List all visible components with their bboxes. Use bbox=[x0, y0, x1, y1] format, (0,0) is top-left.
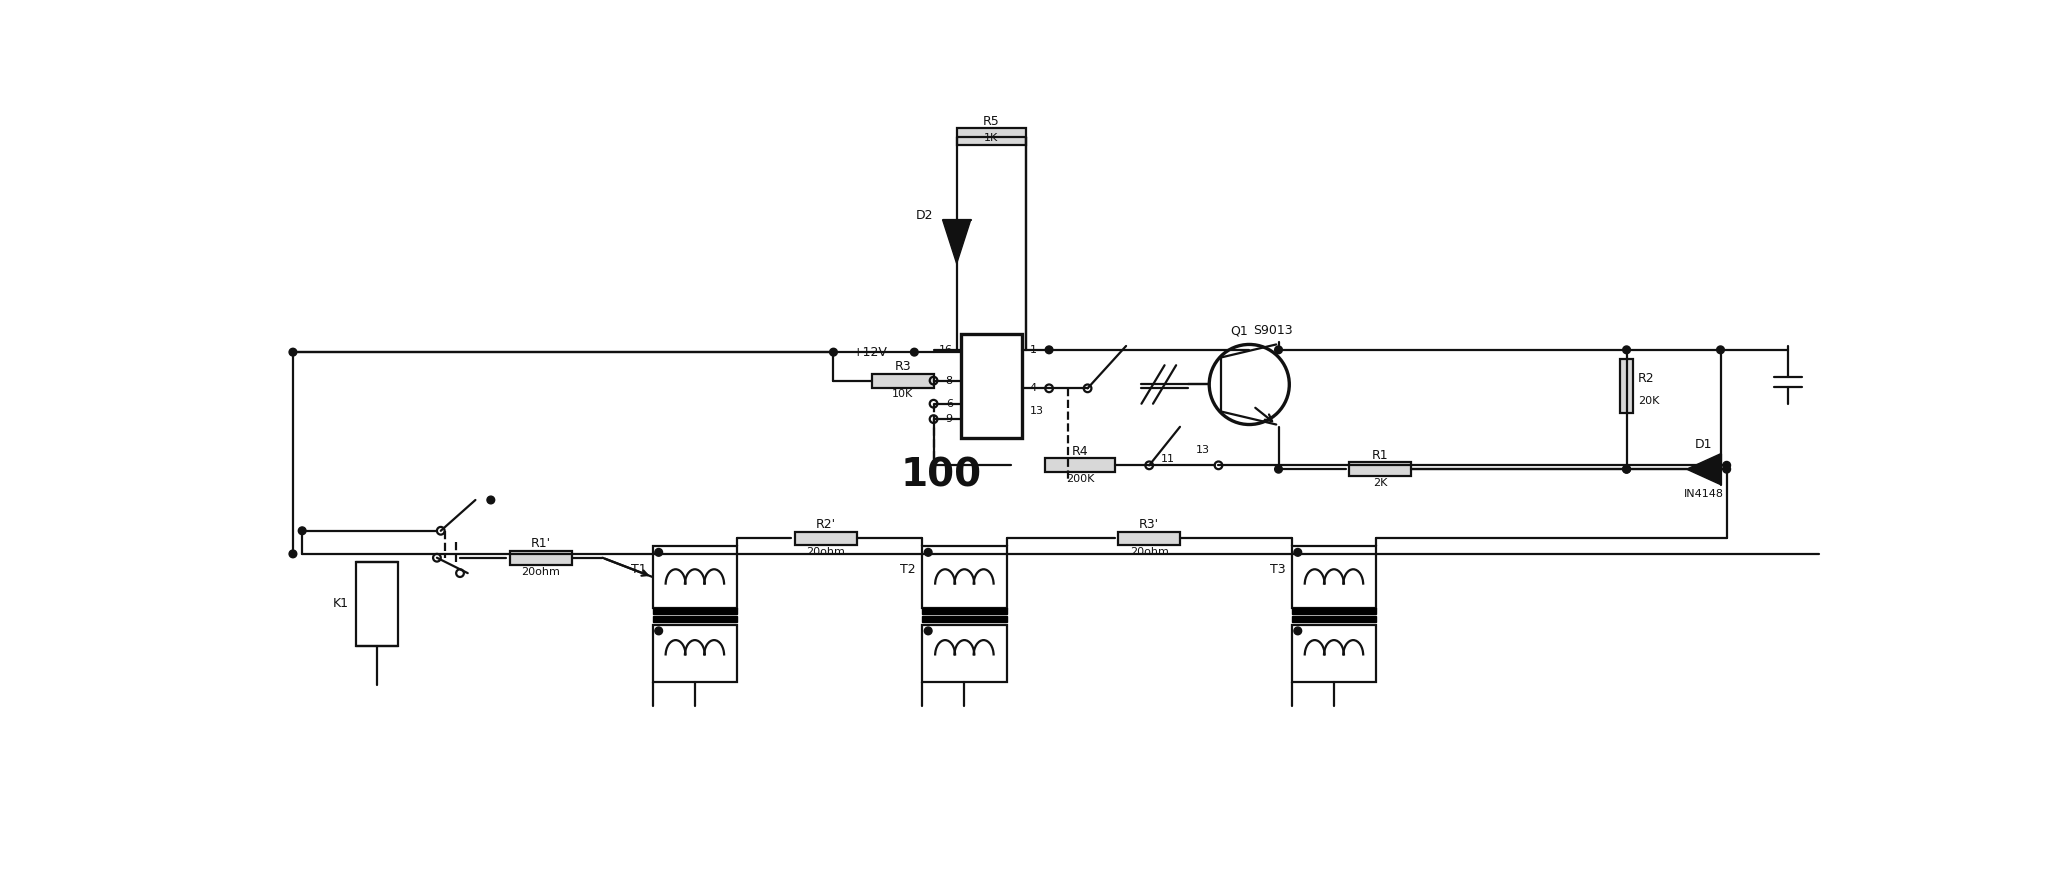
Circle shape bbox=[924, 627, 933, 635]
Text: 1K: 1K bbox=[984, 133, 999, 143]
Text: T1: T1 bbox=[631, 563, 647, 576]
Text: R1': R1' bbox=[531, 537, 550, 551]
Text: 13: 13 bbox=[1030, 407, 1044, 417]
Bar bbox=[922, 625, 1007, 682]
Bar bbox=[511, 551, 571, 565]
Bar bbox=[1292, 546, 1377, 608]
Bar bbox=[1619, 359, 1634, 413]
Text: D1: D1 bbox=[1696, 438, 1712, 451]
Bar bbox=[1292, 608, 1377, 614]
Polygon shape bbox=[1687, 454, 1721, 485]
Bar bbox=[1044, 459, 1115, 472]
Bar bbox=[1292, 616, 1377, 622]
Circle shape bbox=[290, 550, 298, 558]
Bar bbox=[1348, 462, 1410, 477]
Text: 13: 13 bbox=[1195, 445, 1210, 455]
Bar bbox=[957, 128, 1026, 145]
Polygon shape bbox=[943, 221, 970, 264]
Bar bbox=[922, 616, 1007, 622]
Circle shape bbox=[656, 549, 662, 556]
Bar bbox=[922, 546, 1007, 608]
Text: R3': R3' bbox=[1139, 519, 1160, 531]
Text: D2: D2 bbox=[916, 208, 933, 222]
Bar bbox=[653, 546, 736, 608]
Circle shape bbox=[1716, 346, 1725, 354]
Circle shape bbox=[1295, 627, 1301, 635]
Bar bbox=[794, 532, 856, 545]
Text: 4: 4 bbox=[1030, 384, 1036, 393]
Circle shape bbox=[656, 627, 662, 635]
Text: T2: T2 bbox=[900, 563, 916, 576]
Bar bbox=[653, 608, 736, 614]
Text: R4: R4 bbox=[1071, 445, 1088, 458]
Circle shape bbox=[298, 527, 306, 535]
Circle shape bbox=[1274, 346, 1282, 354]
Text: 20ohm: 20ohm bbox=[807, 547, 846, 557]
Bar bbox=[653, 616, 736, 622]
Text: 2K: 2K bbox=[1373, 478, 1388, 488]
Text: R5: R5 bbox=[982, 114, 999, 128]
Bar bbox=[1119, 532, 1181, 545]
Bar bbox=[922, 608, 1007, 614]
Text: K1: K1 bbox=[333, 597, 347, 611]
Circle shape bbox=[910, 349, 918, 356]
Text: T3: T3 bbox=[1270, 563, 1286, 576]
Text: IN4148: IN4148 bbox=[1683, 489, 1723, 499]
Text: 10K: 10K bbox=[891, 390, 914, 400]
Text: 11: 11 bbox=[1160, 454, 1175, 464]
Text: S9013: S9013 bbox=[1253, 325, 1292, 337]
Text: 6: 6 bbox=[945, 399, 953, 409]
Circle shape bbox=[924, 549, 933, 556]
Circle shape bbox=[486, 496, 494, 504]
Bar bbox=[960, 334, 1022, 438]
Circle shape bbox=[1295, 549, 1301, 556]
Circle shape bbox=[1623, 466, 1630, 473]
Circle shape bbox=[1723, 461, 1731, 469]
Text: 20ohm: 20ohm bbox=[521, 567, 560, 577]
Text: 1: 1 bbox=[1030, 345, 1036, 355]
Text: 9: 9 bbox=[945, 414, 953, 424]
Text: 200K: 200K bbox=[1065, 474, 1094, 485]
Text: 20ohm: 20ohm bbox=[1129, 547, 1168, 557]
Text: Q1: Q1 bbox=[1230, 325, 1247, 337]
Circle shape bbox=[1723, 466, 1731, 473]
Text: R1: R1 bbox=[1371, 449, 1388, 462]
Text: +12V: +12V bbox=[852, 346, 887, 358]
Text: 100: 100 bbox=[902, 456, 982, 494]
Text: R3: R3 bbox=[895, 360, 912, 374]
Circle shape bbox=[1044, 346, 1053, 354]
Bar bbox=[873, 374, 933, 388]
Bar bbox=[356, 561, 399, 646]
Circle shape bbox=[829, 349, 838, 356]
Text: 8: 8 bbox=[945, 375, 953, 385]
Text: R2': R2' bbox=[815, 519, 835, 531]
Circle shape bbox=[1274, 466, 1282, 473]
Circle shape bbox=[1623, 466, 1630, 473]
Text: R2: R2 bbox=[1638, 372, 1654, 384]
Text: 16: 16 bbox=[939, 345, 953, 355]
Circle shape bbox=[290, 349, 298, 356]
Bar bbox=[653, 625, 736, 682]
Circle shape bbox=[1623, 346, 1630, 354]
Text: 20K: 20K bbox=[1638, 396, 1659, 407]
Bar bbox=[1292, 625, 1377, 682]
